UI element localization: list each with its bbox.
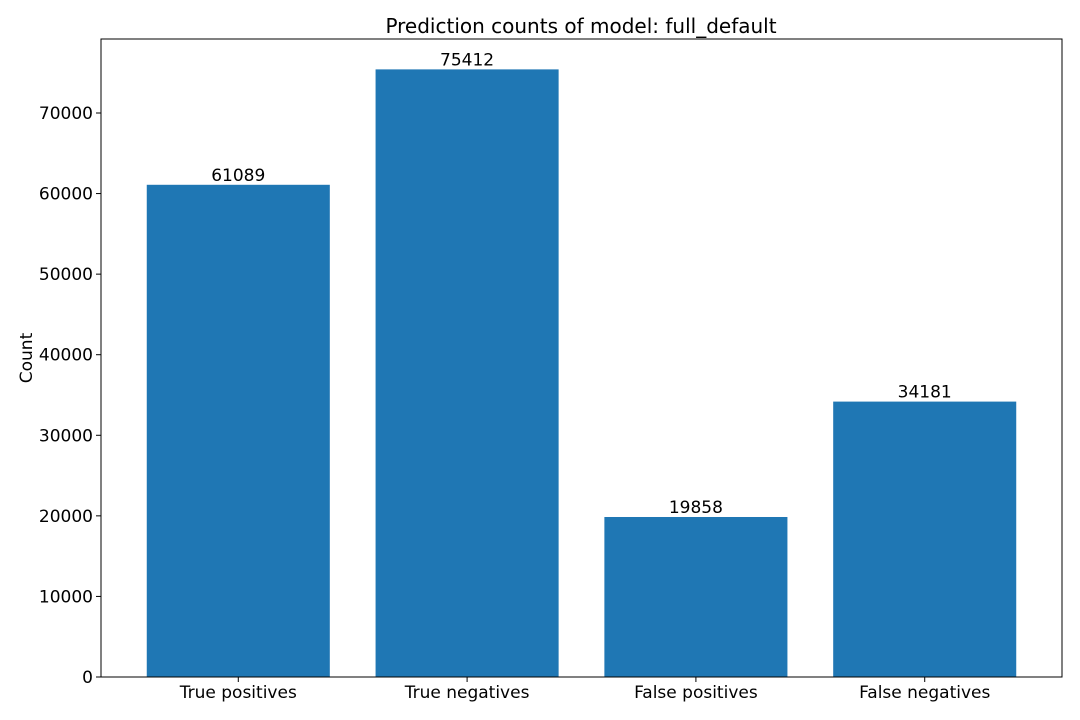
x-tick-label-0: True positives — [179, 683, 297, 703]
y-tick-label-7: 70000 — [39, 104, 93, 124]
x-tick-label-1: True negatives — [404, 683, 530, 703]
data-label-3: 34181 — [898, 383, 952, 403]
y-axis-ticks: 0 10000 20000 30000 40000 50000 60000 70000 — [39, 104, 101, 688]
x-tick-label-3: False negatives — [859, 683, 990, 703]
bar-3 — [833, 401, 1017, 677]
y-tick-label-2: 20000 — [39, 507, 93, 527]
y-tick-label-3: 30000 — [39, 426, 93, 446]
bar-2 — [604, 516, 788, 677]
y-tick-label-0: 0 — [82, 668, 93, 688]
y-tick-label-6: 60000 — [39, 185, 93, 205]
bar-1 — [375, 69, 559, 677]
x-axis-ticks: True positives True negatives False positi… — [179, 677, 990, 703]
data-label-2: 19858 — [669, 498, 723, 518]
chart-title: Prediction counts of model: full_default — [385, 14, 776, 38]
bars-group — [146, 69, 1017, 677]
x-tick-label-2: False positives — [634, 683, 758, 703]
y-tick-label-1: 10000 — [39, 587, 93, 607]
data-labels-group: 61089 75412 19858 34181 — [211, 50, 952, 518]
bar-0 — [146, 184, 330, 677]
data-label-1: 75412 — [440, 50, 494, 70]
y-axis-label: Count — [17, 332, 37, 383]
data-label-0: 61089 — [211, 166, 265, 186]
plot-frame — [100, 38, 1063, 678]
y-tick-label-5: 50000 — [39, 265, 93, 285]
y-tick-label-4: 40000 — [39, 346, 93, 366]
